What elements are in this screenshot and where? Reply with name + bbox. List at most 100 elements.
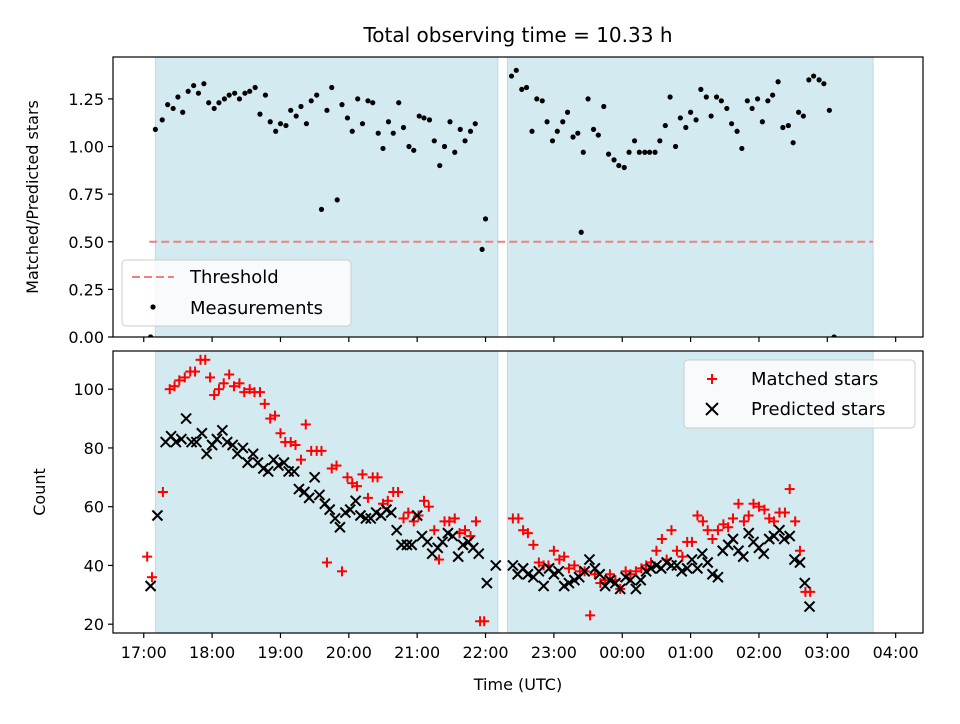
axes-frame: [112, 56, 924, 338]
measurement-point: [180, 109, 186, 115]
predicted-star-point: [354, 509, 367, 522]
measurement-point: [452, 149, 458, 155]
measurement-point: [642, 149, 648, 155]
x-tick-label: 21:00: [394, 643, 440, 662]
predicted-star-point: [712, 571, 724, 583]
predicted-star-stroke: [609, 577, 622, 589]
measurement-point: [677, 115, 683, 121]
predicted-star-stroke: [370, 506, 382, 519]
predicted-star-point: [349, 495, 362, 507]
measurement-point: [236, 96, 243, 102]
measurement-point: [195, 90, 202, 96]
y-tick-label: 0.00: [68, 328, 104, 347]
predicted-star-point: [522, 568, 534, 580]
predicted-star-point: [151, 509, 164, 522]
measurement-point: [273, 128, 279, 134]
matched-star-point: [316, 445, 327, 456]
measurement-point: [703, 94, 709, 100]
predicted-star-stroke: [185, 436, 198, 448]
measurement-point: [605, 151, 612, 157]
axes-frame: [112, 350, 924, 634]
measurement-point: [457, 126, 463, 132]
measurement-point: [729, 121, 735, 127]
legend-top: Threshold Measurements: [121, 259, 352, 327]
predicted-star-stroke: [313, 489, 326, 501]
matched-star-point: [403, 507, 414, 518]
predicted-star-stroke: [151, 509, 164, 522]
matched-star-point: [434, 554, 445, 565]
y-tick-label: 20: [84, 615, 104, 634]
measurement-point: [252, 84, 258, 91]
measurement-point: [770, 92, 776, 98]
matched-star-point: [513, 513, 524, 524]
predicted-star-stroke: [552, 565, 565, 578]
predicted-star-point: [313, 489, 326, 501]
predicted-star-point: [272, 459, 285, 472]
predicted-star-stroke: [712, 571, 724, 583]
measurement-point: [441, 143, 448, 150]
predicted-star-stroke: [288, 465, 300, 478]
x-tick-label: 20:00: [326, 643, 372, 662]
predicted-star-stroke: [696, 547, 708, 560]
predicted-star-point: [360, 512, 372, 525]
predicted-star-point: [681, 562, 693, 575]
x-tick-label: 22:00: [462, 643, 508, 662]
measurement-point: [508, 73, 515, 79]
matched-star-point: [779, 507, 790, 518]
matched-star-point: [656, 534, 667, 544]
measurement-point: [595, 132, 601, 138]
matched-star-point: [548, 545, 559, 556]
matched-star-point: [569, 560, 580, 571]
predicted-star-point: [175, 433, 188, 445]
measurement-point: [611, 157, 617, 163]
matched-star-point: [419, 495, 430, 506]
predicted-star-stroke: [247, 448, 259, 460]
matched-star-point: [142, 551, 153, 562]
predicted-star-stroke: [390, 524, 403, 536]
matched-star-point: [357, 469, 368, 480]
measurement-point: [564, 109, 571, 115]
predicted-star-stroke: [226, 439, 239, 451]
predicted-star-stroke: [630, 583, 642, 595]
measurement-point: [800, 113, 806, 119]
predicted-star-stroke: [334, 521, 346, 533]
y-tick-label: 40: [84, 556, 104, 575]
predicted-star-stroke: [671, 559, 683, 572]
predicted-star-point: [447, 530, 459, 542]
matched-star-point: [723, 522, 734, 533]
predicted-star-stroke: [416, 530, 428, 542]
predicted-star-point: [533, 565, 545, 578]
measurement-point: [447, 119, 453, 125]
measurement-point: [754, 96, 761, 102]
predicted-star-point: [452, 550, 464, 563]
matched-star-point: [352, 481, 363, 492]
measurement-point: [734, 128, 740, 134]
predicted-star-point: [436, 536, 449, 548]
predicted-star-stroke: [237, 442, 249, 454]
matched-star-point: [444, 516, 455, 527]
predicted-star-stroke: [578, 565, 591, 578]
predicted-star-stroke: [517, 562, 529, 575]
y-tick-label: 100: [73, 380, 104, 399]
measurement-point: [631, 138, 638, 144]
predicted-star-stroke: [634, 574, 647, 586]
predicted-star-point: [334, 521, 346, 533]
measurement-point: [585, 96, 591, 102]
matched-star-point: [254, 387, 265, 398]
matched-star-point: [759, 504, 770, 515]
measurement-point: [578, 229, 584, 235]
measurement-point: [152, 126, 158, 132]
predicted-star-point: [406, 539, 418, 551]
y-tick-label: 80: [84, 439, 104, 458]
measurement-point: [821, 81, 827, 87]
predicted-star-point: [144, 580, 157, 592]
predicted-star-stroke: [175, 433, 188, 445]
matched-star-point: [398, 513, 409, 524]
predicted-star-stroke: [614, 583, 626, 595]
predicted-star-point: [773, 524, 786, 536]
matched-star-point: [259, 398, 270, 409]
measurement-point: [759, 119, 765, 125]
predicted-star-stroke: [262, 465, 274, 478]
matched-star-point: [174, 375, 185, 386]
